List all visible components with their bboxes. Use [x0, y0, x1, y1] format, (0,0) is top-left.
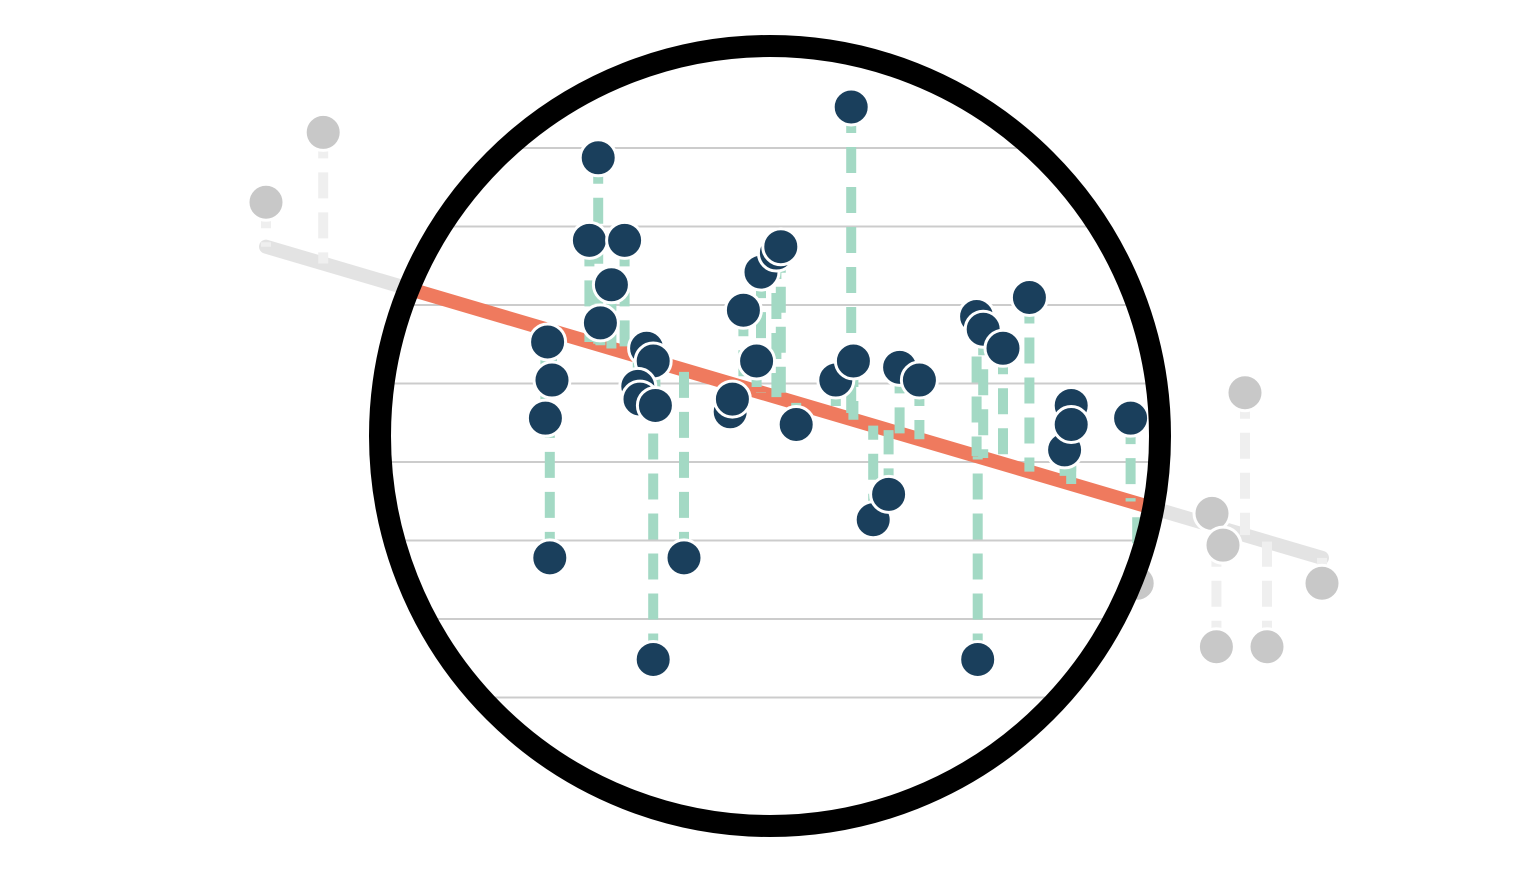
data-point: [578, 138, 618, 178]
data-point: [1051, 405, 1091, 444]
data-point: [1225, 373, 1265, 413]
data-point: [833, 341, 873, 381]
data-point: [525, 398, 565, 438]
data-point: [591, 265, 631, 305]
data-point: [303, 112, 343, 152]
data-point: [530, 538, 570, 578]
data-point: [776, 405, 816, 444]
data-point: [532, 360, 572, 400]
data-point: [1196, 627, 1236, 667]
data-point: [1111, 398, 1151, 438]
inside-lens-layer: [380, 46, 1160, 826]
data-point: [580, 303, 620, 343]
data-point: [1203, 525, 1243, 565]
data-point: [569, 220, 609, 260]
data-point: [712, 379, 752, 419]
data-point: [528, 322, 568, 362]
data-point: [605, 220, 645, 260]
data-point: [869, 474, 909, 514]
data-point: [1302, 563, 1342, 603]
data-point: [899, 360, 939, 400]
data-point: [635, 385, 675, 425]
data-point: [958, 639, 998, 679]
data-point: [831, 87, 871, 127]
data-point: [761, 227, 801, 267]
magnifier-lens-ring: [369, 35, 1171, 837]
data-point: [1247, 627, 1287, 667]
data-point: [664, 538, 704, 578]
data-point: [246, 182, 286, 222]
data-point: [1009, 278, 1049, 317]
data-point: [723, 290, 763, 330]
data-point: [983, 328, 1023, 368]
data-point: [737, 341, 777, 381]
data-point: [633, 639, 673, 679]
